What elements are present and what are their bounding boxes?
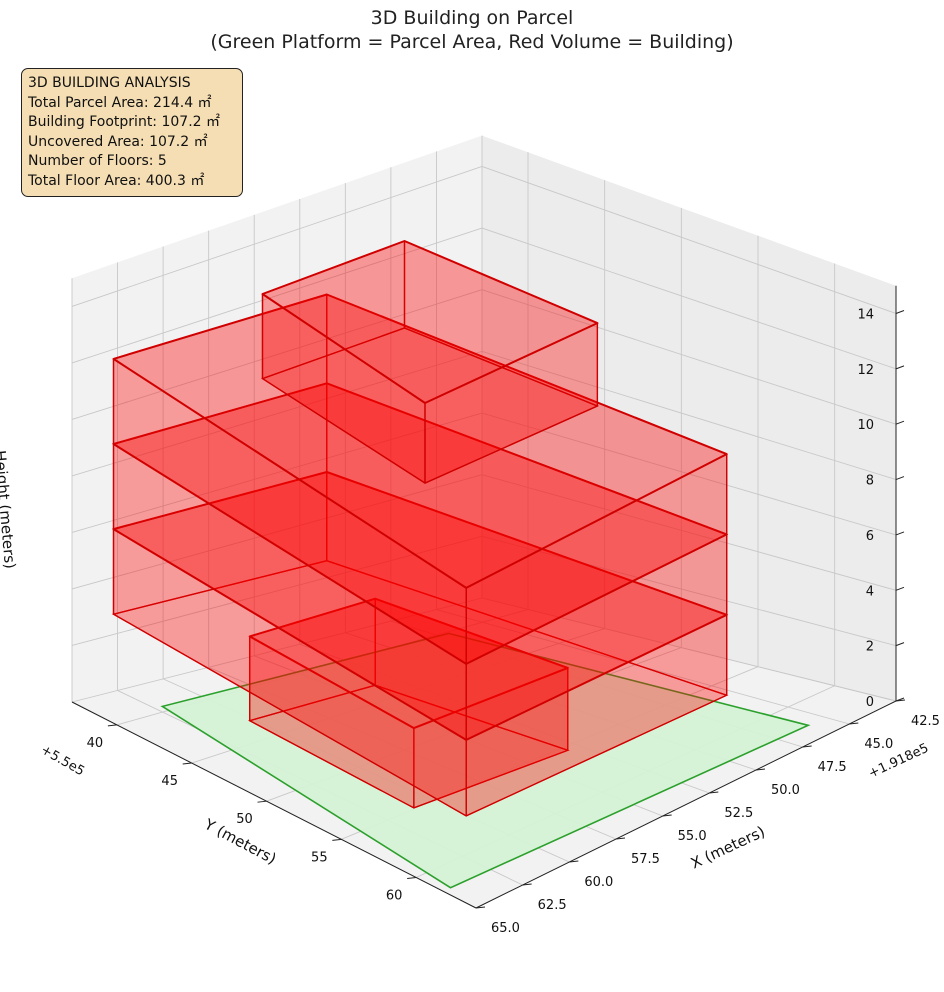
z-tick-label: 8	[866, 474, 874, 489]
x-tick-mark	[475, 906, 486, 909]
x-tick-label: 45.0	[864, 737, 893, 752]
x-tick-mark	[709, 791, 719, 794]
z-tick-label: 14	[857, 307, 874, 322]
x-tick-label: 50.0	[771, 783, 800, 798]
x-tick-label: 60.0	[584, 875, 613, 890]
grid-line-z-left	[481, 350, 897, 480]
parcel-platform	[160, 632, 811, 889]
x-tick-mark	[755, 768, 766, 771]
z-tick-mark	[895, 476, 905, 481]
x-tick-label: 57.5	[631, 852, 660, 867]
z-tick-label: 2	[866, 640, 874, 655]
x-tick-mark	[849, 722, 859, 725]
z-tick-mark	[895, 642, 905, 647]
y-tick-label: 40	[87, 736, 104, 751]
grid-line-z-left	[481, 474, 897, 591]
z-tick-mark	[895, 697, 905, 702]
y-tick-mark	[182, 762, 192, 765]
y-tick-mark	[107, 724, 117, 727]
z-tick-label: 0	[866, 695, 874, 710]
grid-line-z-left	[481, 535, 897, 647]
grid-line-z-left	[481, 289, 897, 425]
z-tick-label: 10	[857, 418, 874, 433]
x-tick-label: 62.5	[538, 898, 567, 913]
z-tick-label: 6	[866, 529, 874, 544]
z-tick-mark	[895, 586, 905, 591]
z-tick-mark	[895, 420, 905, 425]
building-floor-4	[111, 293, 729, 665]
y-tick-label: 50	[236, 812, 253, 827]
z-tick-mark	[895, 310, 905, 314]
z-tick-label: 4	[866, 584, 874, 599]
y-tick-mark	[407, 876, 417, 879]
grid-line-z-left	[481, 165, 897, 314]
parcel-area-line: Total Parcel Area: 214.4 ㎡	[28, 94, 212, 111]
floor-top-face	[248, 597, 569, 730]
floor-area-line: Total Floor Area: 400.3 ㎡	[28, 172, 205, 189]
z-tick-mark	[895, 365, 905, 370]
plot-solids	[111, 240, 811, 889]
grid-line-z-right	[71, 597, 483, 703]
axes: 42.5 45.0 47.5 50.0 52.5 55.0 57.5 60.0 62.5 65.0…	[71, 285, 940, 936]
footprint-line: Building Footprint: 107.2 ㎡	[28, 114, 221, 130]
analysis-heading: 3D BUILDING ANALYSIS	[28, 75, 191, 91]
floor-top-face	[261, 240, 599, 404]
y-tick-mark	[332, 838, 342, 841]
chart-title: 3D Building on Parcel (Green Platform = …	[0, 6, 944, 54]
z-tick-mark	[895, 531, 905, 536]
x-tick-mark	[522, 883, 532, 886]
grid-line-z-left	[481, 227, 897, 370]
floor-top-face	[112, 293, 728, 589]
floors-count-line: Number of Floors: 5	[28, 153, 167, 169]
grid-line-z-right	[71, 227, 483, 364]
y-axis-offset-text: +5.5e5	[38, 742, 87, 779]
grid-line-z-right	[71, 412, 483, 533]
x-tick-mark	[802, 745, 812, 748]
y-tick-mark	[257, 800, 267, 803]
uncovered-area-line: Uncovered Area: 107.2 ㎡	[28, 133, 208, 150]
z-tick-label: 12	[857, 363, 874, 378]
chart-title-line-1: 3D Building on Parcel	[370, 7, 574, 29]
building-floor-5	[261, 240, 600, 484]
x-tick-label: 52.5	[724, 806, 753, 821]
x-tick-label: 47.5	[818, 760, 847, 775]
x-tick-label: 65.0	[491, 921, 520, 936]
chart-title-line-2: (Green Platform = Parcel Area, Red Volum…	[210, 31, 734, 53]
grid-line-z-right	[71, 165, 483, 307]
grid-line-z-right	[71, 474, 483, 590]
x-tick-label: 42.5	[911, 714, 940, 729]
x-tick-mark	[615, 837, 626, 840]
y-tick-label: 55	[311, 850, 328, 865]
building-analysis-box: 3D BUILDING ANALYSIS Total Parcel Area: …	[21, 68, 243, 197]
z-axis-label: Height (meters)	[0, 450, 19, 570]
y-axis-line	[475, 700, 897, 909]
grid-line-z-right	[71, 289, 483, 420]
grid-line-z-right	[71, 350, 483, 477]
x-tick-mark	[569, 860, 579, 863]
x-axis-line	[71, 701, 477, 909]
y-tick-label: 60	[386, 888, 403, 903]
grid-line-z-left	[481, 597, 897, 702]
y-tick-label: 45	[161, 774, 178, 789]
x-tick-label: 55.0	[678, 829, 707, 844]
x-tick-mark	[662, 814, 672, 817]
